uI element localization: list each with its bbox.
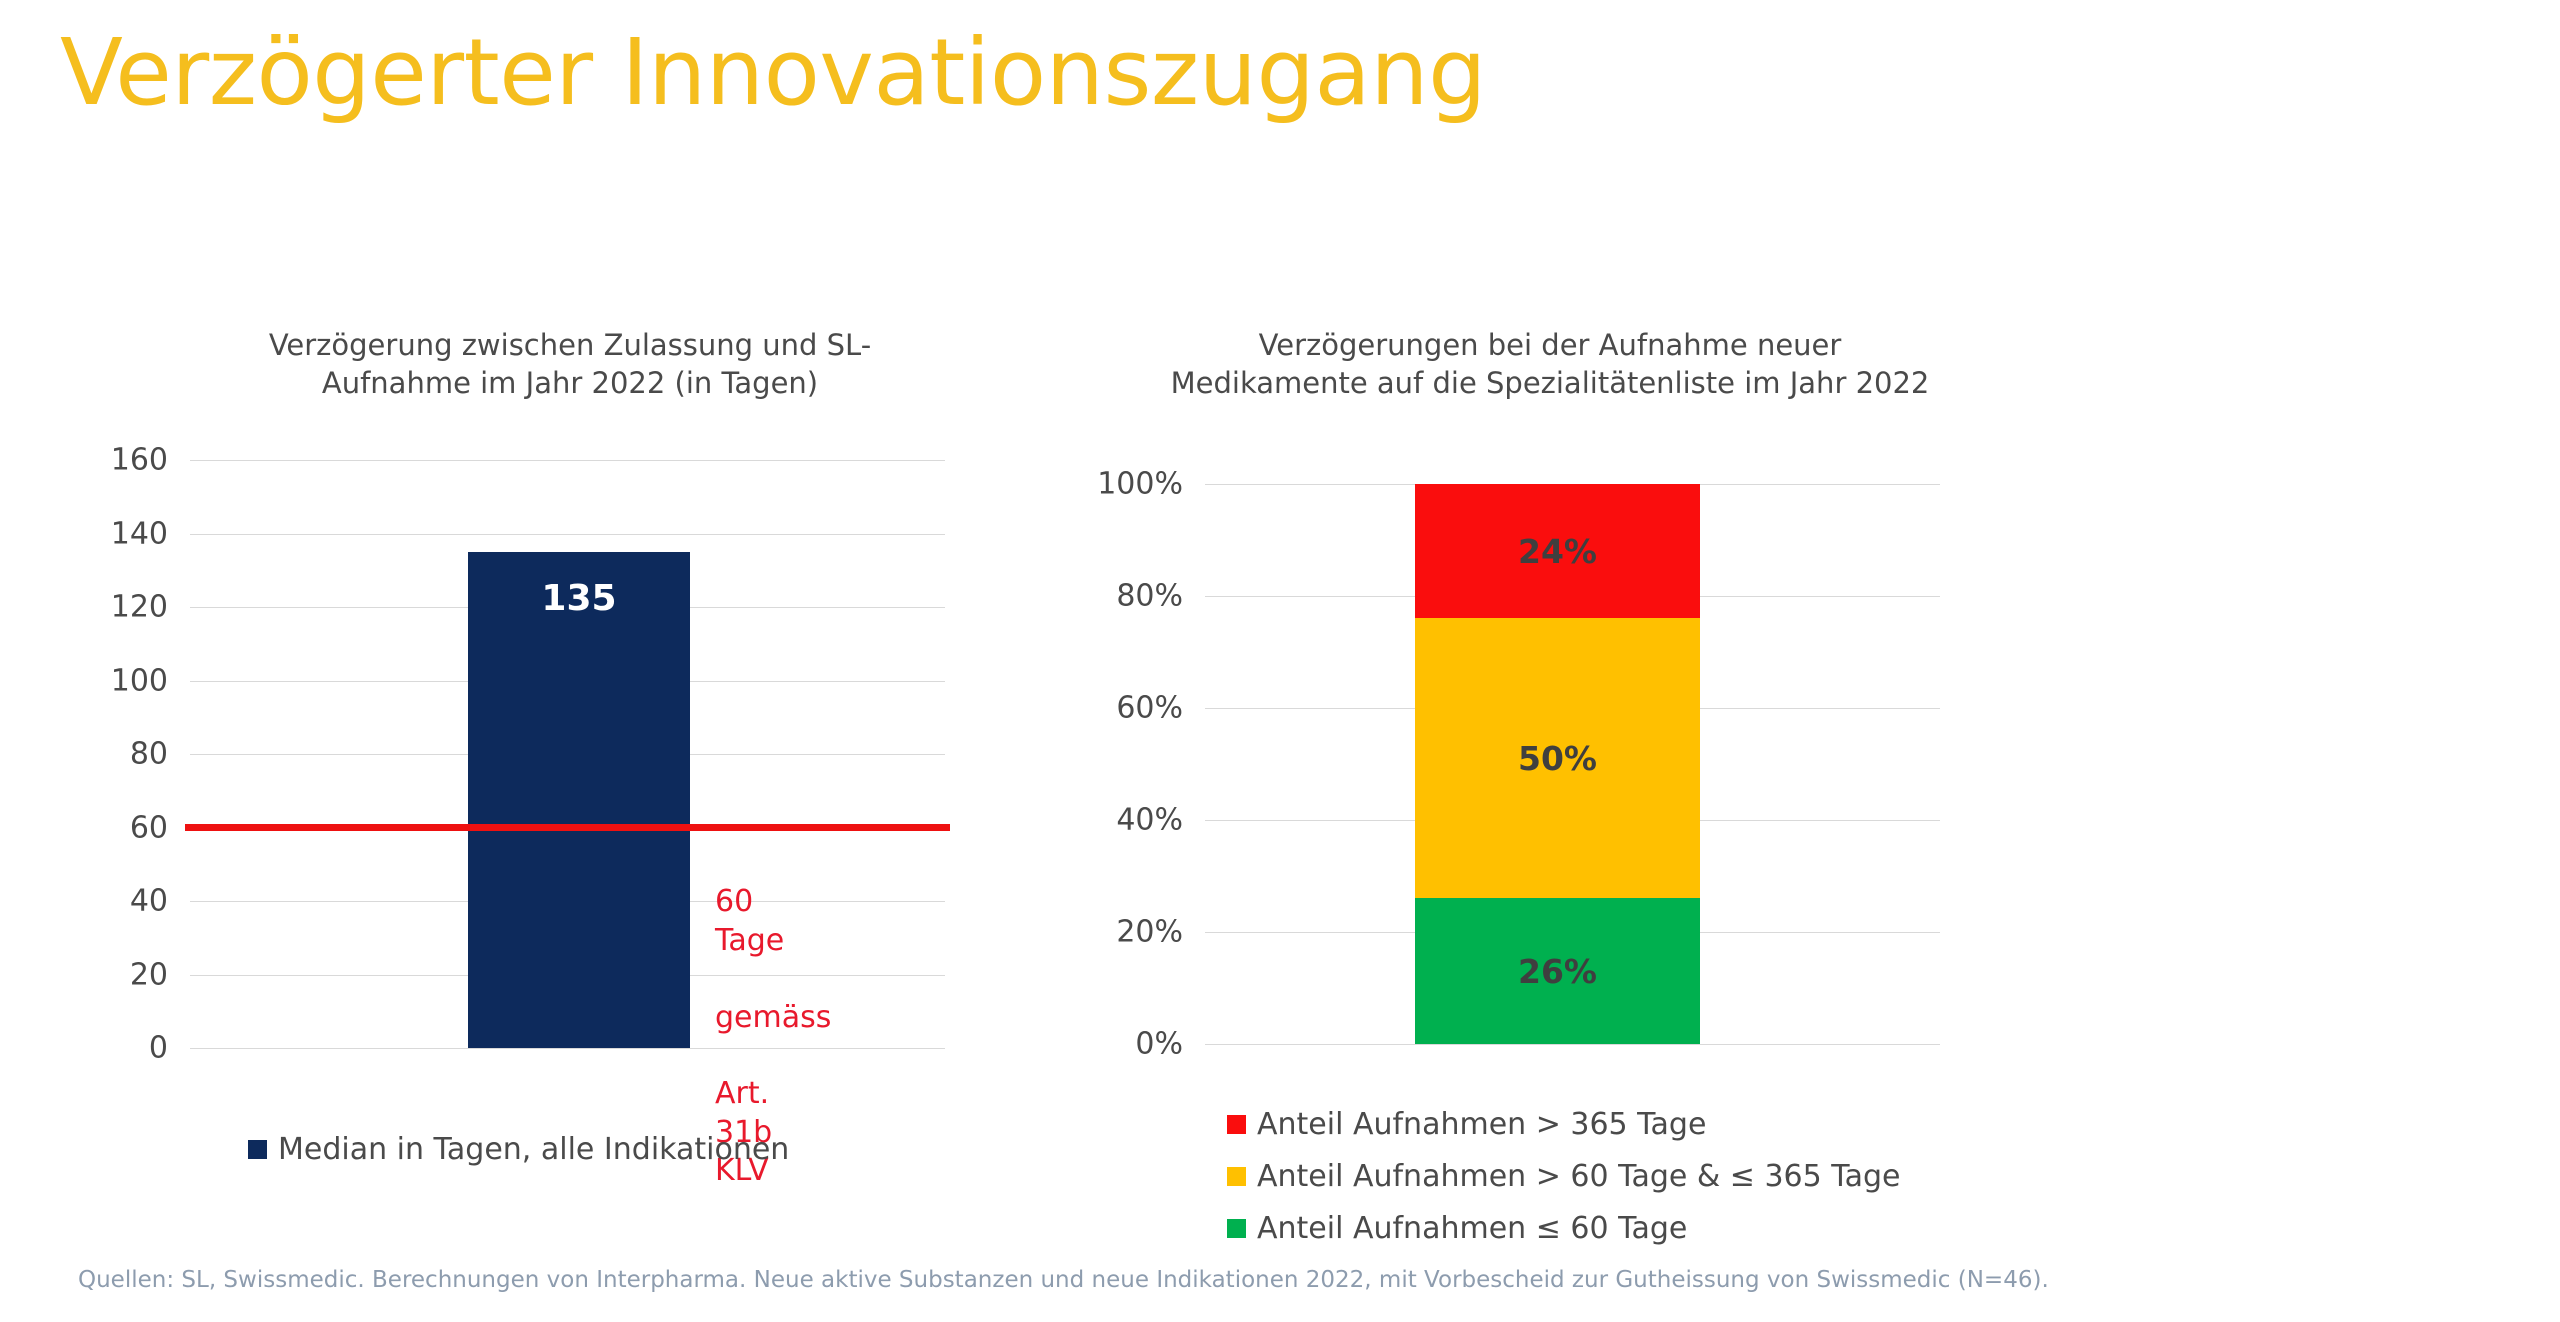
y-axis-tick-label: 160 [110, 442, 168, 478]
legend-swatch-icon [1227, 1167, 1246, 1186]
gridline: 0% [1135, 1027, 1940, 1062]
bar-segment-label: 24% [1518, 531, 1597, 571]
legend-item[interactable]: Median in Tagen, alle Indikationen [248, 1132, 789, 1167]
bar-segment-label: 26% [1518, 951, 1597, 991]
reference-line-annotation-line2: gemäss [715, 999, 832, 1035]
chart-title-right-line2: Medikamente auf die Spezialitätenliste i… [1170, 366, 1930, 401]
y-axis-tick-label: 60 [129, 810, 168, 845]
y-axis-tick-label: 0 [148, 1030, 168, 1066]
gridline: 0 [149, 1031, 945, 1066]
legend-item-label: Anteil Aufnahmen > 365 Tage [1257, 1107, 1707, 1142]
chart-title-right-line1: Verzögerungen bei der Aufnahme neuer [1258, 328, 1842, 362]
gridline: 160 [111, 443, 945, 478]
y-axis-tick-label: 60% [1116, 690, 1183, 726]
y-axis-tick-label: 140 [110, 516, 168, 551]
source-footnote: Quellen: SL, Swissmedic. Berechnungen vo… [78, 1267, 2049, 1293]
plot-area-right: 100% 80% 60% 40% 20% 0% 24% [1097, 467, 1940, 1062]
page-title: Verzögerter Innovationszugang [60, 19, 1486, 126]
y-axis-tick-label: 100% [1097, 466, 1183, 502]
chart-title-right: Verzögerungen bei der Aufnahme neuer Med… [1140, 326, 1960, 403]
legend-swatch-icon [1227, 1219, 1246, 1238]
stacked-bar-column[interactable]: 24% 50% 26% [1415, 484, 1700, 1044]
y-axis-tick-label: 40 [129, 883, 168, 919]
bar-segment-60-to-365-days[interactable]: 50% [1415, 618, 1700, 899]
reference-line-annotation-line3: Art. 31b KLV [715, 1076, 773, 1189]
legend-item[interactable]: Anteil Aufnahmen ≤ 60 Tage [1227, 1211, 1901, 1246]
chart-legend-left: Median in Tagen, alle Indikationen [248, 1132, 789, 1184]
bar-value-label: 135 [541, 577, 617, 619]
reference-line-60-days [185, 824, 950, 831]
chart-title-left-line2: Aufnahme im Jahr 2022 (in Tagen) [321, 366, 819, 401]
y-axis-tick-label: 0% [1135, 1026, 1183, 1062]
chart-title-left-line1: Verzögerung zwischen Zulassung und SL- [268, 328, 872, 362]
legend-item[interactable]: Anteil Aufnahmen > 60 Tage & ≤ 365 Tage [1227, 1159, 1901, 1194]
chart-legend-right: Anteil Aufnahmen > 365 Tage Anteil Aufna… [1227, 1107, 1901, 1263]
y-axis-tick-label: 20 [129, 957, 168, 992]
y-axis-tick-label: 20% [1116, 914, 1183, 950]
gridline: 140 [111, 516, 945, 551]
legend-item-label: Anteil Aufnahmen ≤ 60 Tage [1257, 1211, 1688, 1246]
legend-item[interactable]: Anteil Aufnahmen > 365 Tage [1227, 1107, 1901, 1142]
y-axis-tick-label: 80 [129, 736, 168, 772]
legend-item-label: Median in Tagen, alle Indikationen [278, 1132, 790, 1167]
bar-median-days[interactable]: 135 [468, 551, 690, 1048]
legend-swatch-icon [1227, 1115, 1246, 1134]
y-axis-tick-label: 80% [1116, 578, 1183, 614]
bar-segment-label: 50% [1518, 738, 1597, 778]
y-axis-tick-label: 120 [110, 589, 168, 625]
y-axis-tick-label: 100 [110, 663, 168, 698]
plot-area-left: 160 140 120 100 80 60 40 20 [111, 443, 950, 1066]
y-axis-tick-label: 40% [1116, 802, 1183, 838]
reference-line-annotation-line1: 60 Tage [715, 884, 785, 958]
bar-segment-under-60-days[interactable]: 26% [1415, 898, 1700, 1044]
legend-swatch-icon [248, 1140, 267, 1159]
bar-segment-over-365-days[interactable]: 24% [1415, 484, 1700, 619]
chart-title-left: Verzögerung zwischen Zulassung und SL- A… [190, 326, 950, 403]
legend-item-label: Anteil Aufnahmen > 60 Tage & ≤ 365 Tage [1257, 1159, 1901, 1194]
reference-line-annotation: 60 Tage gemäss Art. 31b KLV [715, 845, 831, 1229]
